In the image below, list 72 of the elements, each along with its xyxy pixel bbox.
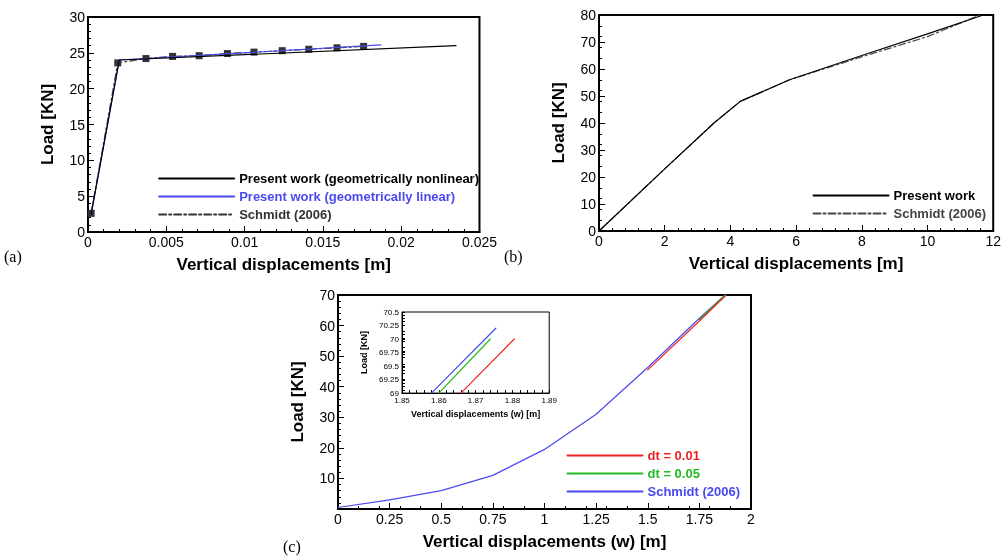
x-tick-label: 12 xyxy=(985,233,1002,249)
y-tick-label: 30 xyxy=(580,142,597,158)
y-tick-label: 30 xyxy=(319,409,336,426)
y-tick-label: 40 xyxy=(319,378,336,395)
y-tick-label: 15 xyxy=(69,116,86,133)
y-tick-label: 60 xyxy=(580,61,597,77)
y-axis-title: Load [KN] xyxy=(549,82,568,164)
x-tick-label: 2 xyxy=(660,233,669,249)
x-tick-label: 1.86 xyxy=(431,395,448,405)
y-tick-label: 20 xyxy=(69,80,86,97)
x-tick-label: 2 xyxy=(747,511,756,527)
y-axis-title: Load [KN] xyxy=(38,83,57,166)
x-tick-label: 0.015 xyxy=(305,234,341,250)
x-tick-label: 1.85 xyxy=(394,395,411,405)
x-tick-label: 1.89 xyxy=(541,395,558,405)
y-tick-label: 70 xyxy=(390,334,400,344)
text: Present work (geometrically nonlinear) xyxy=(239,171,480,186)
x-axis-title: Vertical displacements (w) [m] xyxy=(422,532,667,551)
x-tick-label: 1.5 xyxy=(638,511,658,527)
y-tick-label: 50 xyxy=(580,88,597,104)
y-tick-label: 69 xyxy=(390,388,400,398)
text: Schmidt (2006) xyxy=(239,207,332,222)
x-tick-label: 1.87 xyxy=(467,395,484,405)
text: (b) xyxy=(504,247,523,266)
x-tick-label: 0.01 xyxy=(230,234,259,250)
x-tick-label: 0.5 xyxy=(431,511,452,527)
x-tick-label: 1 xyxy=(540,511,549,527)
y-tick-label: 69.5 xyxy=(383,361,400,371)
text: dt = 0.05 xyxy=(647,466,700,481)
text: Schmidt (2006) xyxy=(893,206,987,221)
x-axis-title: Vertical displacements [m] xyxy=(176,255,391,274)
x-tick-label: 6 xyxy=(792,233,801,249)
x-axis-title: Vertical displacements (w) [m] xyxy=(411,408,541,419)
y-tick-label: 5 xyxy=(77,188,86,205)
x-tick-label: 0.02 xyxy=(387,234,416,250)
text: dt = 0.01 xyxy=(647,448,700,463)
y-tick-label: 10 xyxy=(319,470,336,487)
x-tick-label: 0.005 xyxy=(148,234,185,250)
x-tick-label: 0.025 xyxy=(461,234,498,250)
x-tick-label: 8 xyxy=(857,233,866,249)
x-tick-label: 0.25 xyxy=(376,511,404,527)
y-tick-label: 70 xyxy=(319,287,336,303)
x-tick-label: 0.75 xyxy=(479,511,507,527)
text: Present work (geometrically linear) xyxy=(239,189,456,204)
y-axis-title: Load [KN] xyxy=(358,331,369,375)
x-tick-label: 1.75 xyxy=(685,511,714,527)
y-tick-label: 0 xyxy=(588,223,597,239)
text: Present work xyxy=(893,188,976,203)
y-tick-label: 20 xyxy=(580,169,597,185)
x-axis-title: Vertical displacements [m] xyxy=(688,254,904,273)
y-tick-label: 69.25 xyxy=(378,375,400,385)
text: (c) xyxy=(283,537,301,556)
y-axis-title: Load [KN] xyxy=(288,361,307,443)
x-tick-label: 1.25 xyxy=(582,511,610,527)
text: Schmidt (2006) xyxy=(647,484,741,499)
y-tick-label: 80 xyxy=(580,7,597,23)
y-tick-label: 25 xyxy=(69,44,86,61)
text: (a) xyxy=(4,247,22,266)
y-tick-label: 70.25 xyxy=(378,321,400,331)
y-tick-label: 70.5 xyxy=(383,307,400,317)
y-tick-label: 10 xyxy=(69,152,86,169)
y-tick-label: 70 xyxy=(580,34,597,50)
y-tick-label: 69.75 xyxy=(378,348,400,358)
x-tick-label: 4 xyxy=(726,233,735,249)
x-tick-label: 1.88 xyxy=(504,395,521,405)
y-tick-label: 40 xyxy=(580,115,597,131)
y-tick-label: 60 xyxy=(319,317,336,334)
y-tick-label: 20 xyxy=(319,439,336,456)
y-tick-label: 10 xyxy=(580,196,597,212)
y-tick-label: 30 xyxy=(69,9,86,25)
y-tick-label: 50 xyxy=(319,348,336,365)
x-tick-label: 10 xyxy=(919,233,936,249)
